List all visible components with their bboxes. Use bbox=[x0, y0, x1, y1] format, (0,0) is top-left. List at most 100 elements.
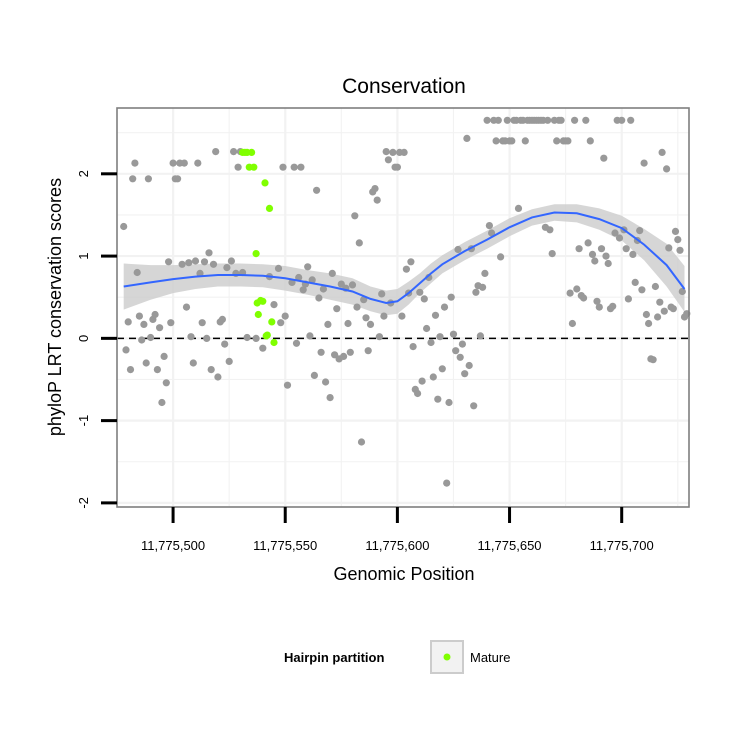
data-point bbox=[194, 159, 202, 167]
data-point bbox=[165, 258, 173, 266]
data-point-mature bbox=[268, 318, 276, 326]
data-point bbox=[214, 373, 222, 381]
data-point bbox=[353, 303, 361, 311]
data-point bbox=[153, 366, 161, 374]
data-point bbox=[189, 359, 197, 367]
data-point bbox=[326, 394, 334, 402]
data-point bbox=[591, 257, 599, 265]
data-point bbox=[283, 381, 292, 389]
data-point bbox=[378, 290, 386, 298]
data-point bbox=[481, 269, 489, 277]
data-point bbox=[595, 303, 603, 311]
confidence-ribbon bbox=[123, 204, 685, 316]
data-point bbox=[344, 319, 352, 328]
data-point bbox=[306, 332, 314, 340]
data-point bbox=[234, 163, 242, 171]
data-point bbox=[362, 314, 370, 322]
data-point bbox=[252, 334, 260, 342]
data-point-mature bbox=[263, 331, 271, 339]
data-point bbox=[209, 260, 218, 268]
data-point bbox=[322, 378, 330, 386]
data-point bbox=[402, 265, 410, 273]
data-point-mature bbox=[261, 179, 269, 187]
data-point bbox=[593, 297, 601, 305]
data-point bbox=[270, 301, 278, 309]
data-point bbox=[663, 165, 671, 173]
data-point bbox=[656, 298, 664, 306]
data-point bbox=[544, 116, 552, 124]
data-point bbox=[174, 175, 182, 183]
data-point bbox=[310, 371, 318, 379]
data-point bbox=[488, 229, 496, 237]
data-point bbox=[205, 249, 213, 257]
data-point bbox=[382, 148, 390, 156]
data-point bbox=[355, 239, 363, 247]
data-point bbox=[366, 320, 375, 328]
data-point bbox=[438, 365, 446, 373]
y-tick-label: 1 bbox=[76, 252, 91, 259]
data-point bbox=[418, 377, 426, 385]
data-point bbox=[452, 347, 460, 355]
data-point bbox=[290, 163, 298, 171]
data-point bbox=[328, 269, 336, 277]
data-point bbox=[160, 352, 168, 360]
y-tick-label: 0 bbox=[76, 335, 91, 342]
data-point bbox=[476, 332, 484, 340]
panel-border bbox=[116, 107, 690, 508]
data-point bbox=[447, 293, 455, 301]
y-axis-title: phyloP LRT conservation scores bbox=[45, 178, 65, 436]
data-point bbox=[456, 353, 464, 361]
data-point bbox=[315, 294, 323, 302]
data-point-mature bbox=[250, 163, 258, 171]
data-point bbox=[568, 319, 577, 328]
data-point bbox=[564, 137, 572, 145]
data-point bbox=[548, 250, 556, 258]
data-point bbox=[185, 259, 193, 267]
data-point bbox=[407, 258, 415, 266]
data-point bbox=[243, 333, 251, 342]
data-point bbox=[423, 324, 431, 333]
data-point bbox=[573, 285, 581, 293]
data-point bbox=[631, 278, 639, 286]
data-point bbox=[371, 185, 379, 193]
data-point bbox=[131, 159, 139, 167]
data-point bbox=[649, 356, 657, 364]
data-point bbox=[449, 330, 458, 338]
data-point bbox=[203, 334, 211, 342]
data-point bbox=[514, 204, 523, 212]
data-point bbox=[640, 159, 648, 167]
data-point bbox=[658, 148, 666, 156]
data-point bbox=[333, 305, 341, 313]
data-point bbox=[497, 253, 505, 261]
data-point bbox=[187, 333, 195, 341]
x-axis: 11,775,500 11,775,550 11,775,600 11,775,650… bbox=[141, 507, 654, 553]
legend-title: Hairpin partition bbox=[284, 650, 384, 665]
data-point bbox=[586, 137, 594, 145]
data-point bbox=[277, 319, 285, 327]
data-point bbox=[443, 479, 451, 487]
data-point bbox=[588, 250, 597, 258]
data-point bbox=[414, 389, 422, 398]
data-point bbox=[627, 116, 635, 124]
data-point bbox=[611, 229, 619, 237]
data-point bbox=[566, 289, 574, 297]
data-point bbox=[651, 282, 660, 291]
data-point bbox=[546, 226, 554, 234]
data-point bbox=[162, 379, 170, 387]
data-point bbox=[124, 318, 132, 326]
data-point bbox=[470, 402, 478, 410]
data-point bbox=[281, 312, 289, 320]
data-point bbox=[212, 148, 220, 156]
data-point bbox=[485, 222, 493, 230]
data-point bbox=[324, 320, 332, 328]
data-point bbox=[609, 302, 617, 310]
data-point bbox=[600, 154, 608, 162]
data-point bbox=[461, 370, 469, 378]
data-point-mature bbox=[252, 250, 260, 258]
data-point bbox=[133, 268, 141, 277]
data-point bbox=[158, 398, 166, 407]
y-tick-label: -2 bbox=[76, 497, 91, 509]
data-point bbox=[671, 227, 680, 235]
data-point bbox=[227, 257, 235, 265]
